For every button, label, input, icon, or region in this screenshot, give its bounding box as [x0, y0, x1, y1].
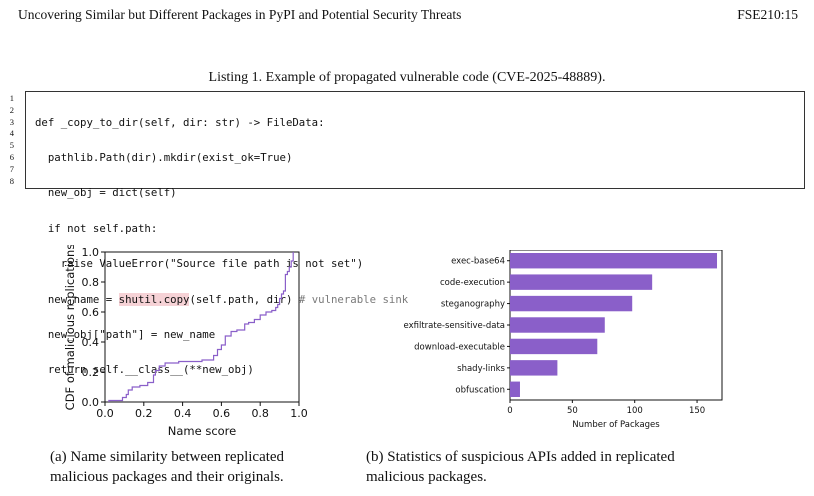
- code-line: return self.__class__(**new_obj): [35, 363, 254, 377]
- bar-x-tick-label: 100: [627, 406, 643, 416]
- bar-category-label: download-executable: [414, 342, 505, 352]
- page-reference: FSE210:15: [737, 7, 798, 22]
- bar-steganography: [510, 295, 633, 312]
- line-number: 1: [9, 93, 14, 103]
- cdf-x-tick-label: 0.0: [96, 407, 114, 420]
- bar-category-label: exfiltrate-sensitive-data: [404, 321, 506, 331]
- bar-x-tick-label: 0: [507, 406, 512, 416]
- code-line: new_obj["path"] = new_name: [35, 327, 216, 341]
- figure-b-caption-line: (b) Statistics of suspicious APIs added …: [366, 449, 675, 465]
- code-line: def _copy_to_dir(self, dir: str) -> File…: [35, 115, 325, 129]
- cdf-x-tick-label: 0.8: [251, 407, 269, 420]
- code-comment: # vulnerable sink: [298, 292, 409, 306]
- bar-category-label: exec-base64: [451, 257, 505, 267]
- line-number: 2: [9, 104, 14, 115]
- bar-exfiltrate-sensitive-data: [510, 317, 605, 333]
- cdf-plot-frame: [104, 251, 300, 403]
- bar-category-label: obfuscation: [455, 385, 505, 395]
- bar-category-label: code-execution: [440, 278, 505, 288]
- cdf-x-axis-label: Name score: [168, 424, 236, 438]
- figure-b-caption: (b) Statistics of suspicious APIs added …: [366, 448, 675, 487]
- bar-x-tick-label: 50: [567, 406, 578, 416]
- code-line-prefix: new_name =: [35, 292, 119, 306]
- highlighted-sink-call: shutil.copy: [118, 292, 190, 306]
- bar-obfuscation: [510, 381, 520, 397]
- line-number: 3: [9, 116, 14, 127]
- line-number: 8: [9, 175, 14, 186]
- cdf-x-tick-label: 0.2: [135, 407, 153, 420]
- line-number: 5: [9, 140, 14, 151]
- line-number: 6: [9, 151, 14, 162]
- cdf-x-tick-label: 0.4: [174, 407, 192, 420]
- figure-a-caption-line: (a) Name similarity between replicated: [50, 449, 285, 465]
- code-listing-frame: [25, 91, 805, 189]
- cdf-series-line: [108, 252, 294, 402]
- cdf-y-tick-label: 0.8: [82, 276, 100, 289]
- bar-exec-base64: [510, 253, 718, 269]
- bar-x-axis-label: Number of Packages: [572, 420, 660, 430]
- bar-shady-links: [510, 360, 558, 376]
- cdf-chart: 0.0 0.2 0.4 0.6 0.8 1.0 0.0 0.2 0.4 0.6 0.8 1.0 Nam…: [63, 245, 308, 438]
- bar-code-execution: [510, 274, 653, 290]
- bar-download-executable: [510, 338, 598, 355]
- cdf-x-tick-label: 0.6: [213, 407, 231, 420]
- bar-x-tick-label: 150: [689, 406, 705, 416]
- line-number: 4: [9, 128, 14, 139]
- suspicious-api-bar-chart: exec-base64 code-execution steganography ex…: [404, 250, 723, 430]
- figure-b-caption-line: malicious packages.: [366, 468, 487, 485]
- figure-a-caption-line: malicious packages and their originals.: [50, 468, 284, 485]
- bar-category-label: steganography: [441, 300, 505, 310]
- line-numbers: 1 2 3 4 5 6 7 8: [0, 93, 14, 187]
- cdf-y-axis-label: CDF of malicious replications: [63, 245, 77, 410]
- cdf-y-tick-label: 0.6: [82, 306, 100, 319]
- line-number: 7: [9, 163, 14, 174]
- cdf-y-tick-label: 0.0: [82, 396, 100, 409]
- code-line: if not self.path:: [35, 221, 158, 235]
- listing-caption: Listing 1. Example of propagated vulnera…: [208, 70, 606, 85]
- figure-a-caption: (a) Name similarity between replicated m…: [50, 448, 284, 487]
- cdf-y-tick-label: 0.2: [82, 366, 100, 379]
- cdf-y-tick-label: 1.0: [82, 246, 100, 259]
- running-header-title: Uncovering Similar but Different Package…: [18, 7, 462, 22]
- bar-category-label: shady-links: [457, 364, 505, 374]
- code-line: new_obj = dict(self): [35, 186, 177, 200]
- cdf-x-tick-label: 1.0: [290, 407, 308, 420]
- cdf-y-tick-label: 0.4: [82, 336, 100, 349]
- code-line: pathlib.Path(dir).mkdir(exist_ok=True): [35, 150, 293, 164]
- code-line: raise ValueError("Source file path is no…: [35, 257, 364, 271]
